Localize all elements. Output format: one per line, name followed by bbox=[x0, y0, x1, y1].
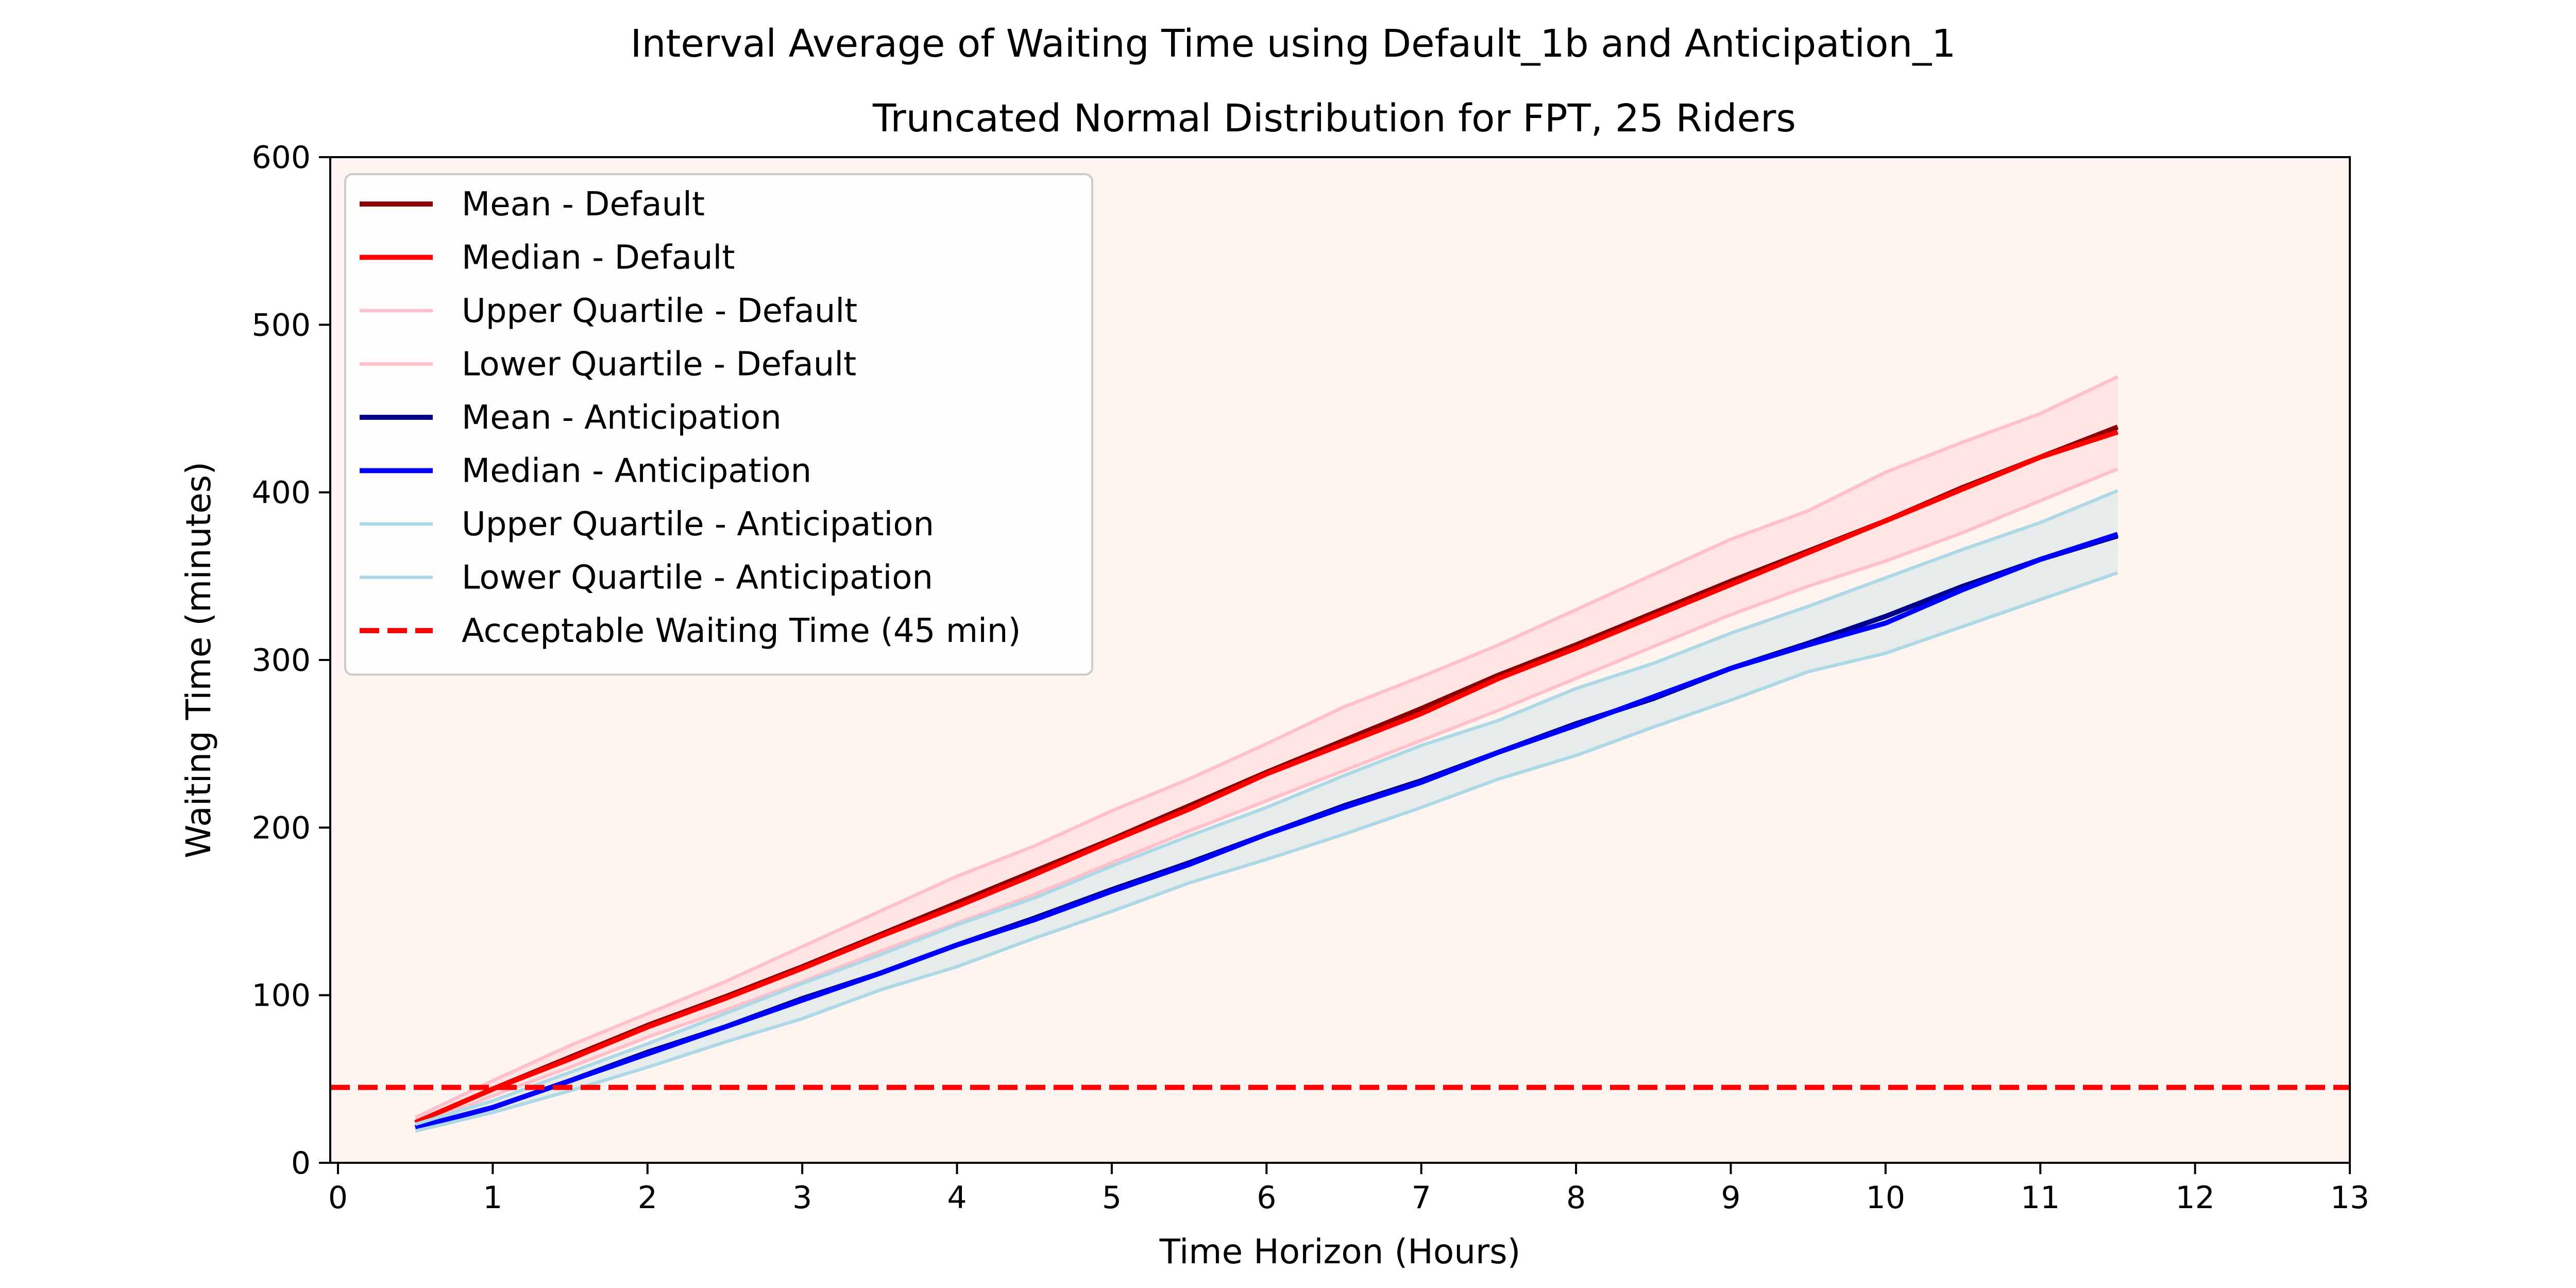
x-tick-label: 6 bbox=[1257, 1180, 1276, 1216]
legend-label-median-default: Median - Default bbox=[462, 239, 735, 277]
y-tick-label: 400 bbox=[251, 475, 311, 511]
legend-label-acceptable-waiting-time-45-min: Acceptable Waiting Time (45 min) bbox=[462, 612, 1021, 650]
chart-subtitle: Truncated Normal Distribution for FPT, 2… bbox=[872, 96, 1796, 141]
legend-label-upper-quartile-default: Upper Quartile - Default bbox=[462, 292, 857, 330]
x-tick-label: 10 bbox=[1866, 1180, 1905, 1216]
legend: Mean - Default Median - Default Upper Quar… bbox=[344, 173, 1093, 676]
y-axis-label: Waiting Time (minutes) bbox=[179, 462, 218, 858]
y-tick-label: 200 bbox=[251, 810, 311, 846]
legend-label-mean-default: Mean - Default bbox=[462, 185, 705, 224]
series-line-median-default bbox=[414, 429, 2119, 1125]
x-axis-label: Time Horizon (Hours) bbox=[1159, 1232, 1521, 1272]
chart-title: Interval Average of Waiting Time using D… bbox=[631, 22, 1956, 66]
x-tick-label: 0 bbox=[328, 1180, 348, 1216]
y-tick-label: 600 bbox=[251, 140, 311, 176]
x-tick-label: 8 bbox=[1566, 1180, 1586, 1216]
x-tick-label: 7 bbox=[1412, 1180, 1431, 1216]
legend-label-lower-quartile-anticipation: Lower Quartile - Anticipation bbox=[462, 559, 933, 597]
x-tick-label: 3 bbox=[792, 1180, 812, 1216]
series-line-lower-quartile-anticipation bbox=[415, 571, 2119, 1133]
series-line-median-anticipation bbox=[414, 532, 2119, 1130]
x-tick-label: 2 bbox=[638, 1180, 657, 1216]
legend-label-lower-quartile-default: Lower Quartile - Default bbox=[462, 346, 856, 384]
x-tick-label: 9 bbox=[1721, 1180, 1740, 1216]
x-tick-label: 11 bbox=[2021, 1180, 2060, 1216]
series-line-upper-quartile-default bbox=[414, 375, 2119, 1120]
y-axis: 0 100 200 300 400 500 600 bbox=[251, 140, 330, 1181]
legend-label-median-anticipation: Median - Anticipation bbox=[462, 452, 811, 490]
y-tick-label: 100 bbox=[251, 978, 311, 1014]
x-tick-label: 1 bbox=[483, 1180, 502, 1216]
band-0 bbox=[415, 377, 2118, 1126]
x-tick-label: 5 bbox=[1102, 1180, 1122, 1216]
legend-label-mean-anticipation: Mean - Anticipation bbox=[462, 399, 782, 437]
lines-layer bbox=[414, 375, 2119, 1133]
legend-box bbox=[344, 173, 1093, 676]
series-line-upper-quartile-anticipation bbox=[415, 489, 2119, 1126]
y-tick-label: 0 bbox=[291, 1145, 311, 1181]
y-tick-label: 500 bbox=[251, 307, 311, 343]
x-axis: 0 1 2 3 4 5 6 7 8 9 10 11 12 13 bbox=[328, 1163, 2369, 1216]
legend-label-upper-quartile-anticipation: Upper Quartile - Anticipation bbox=[462, 505, 934, 544]
x-tick-label: 12 bbox=[2175, 1180, 2214, 1216]
x-tick-label: 4 bbox=[947, 1180, 967, 1216]
x-tick-label: 13 bbox=[2330, 1180, 2369, 1216]
y-tick-label: 300 bbox=[251, 642, 311, 679]
series-line-lower-quartile-default bbox=[415, 467, 2119, 1128]
